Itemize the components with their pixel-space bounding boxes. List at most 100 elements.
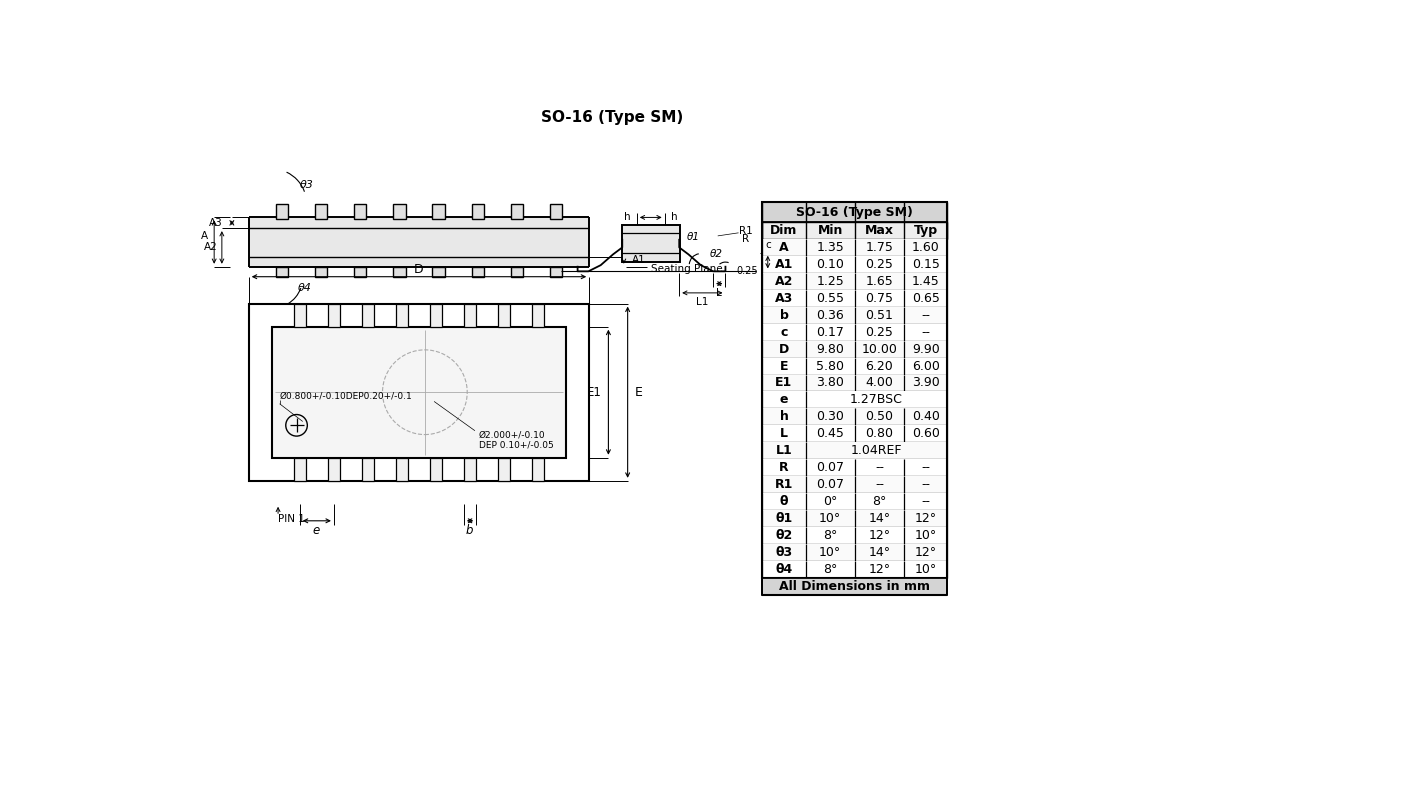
Bar (763, 358, 947, 374)
Text: 10°: 10° (819, 512, 841, 525)
Text: θ3: θ3 (775, 546, 792, 559)
Text: 5.80: 5.80 (816, 360, 843, 373)
Bar (511, 203, 523, 219)
Text: A2: A2 (204, 243, 219, 252)
Text: PIN 1: PIN 1 (278, 514, 305, 524)
Text: θ: θ (780, 495, 788, 508)
Text: 8°: 8° (872, 495, 886, 508)
Text: 0.60: 0.60 (912, 427, 940, 440)
Bar (550, 267, 562, 278)
Text: 9.80: 9.80 (816, 342, 843, 356)
Bar (763, 425, 947, 442)
Text: 1.35: 1.35 (816, 241, 843, 254)
Bar (763, 273, 947, 290)
Bar (763, 409, 947, 425)
Text: Min: Min (818, 224, 843, 237)
Bar (354, 267, 366, 278)
Text: A3: A3 (209, 218, 223, 227)
Bar (763, 392, 947, 409)
Bar (275, 267, 288, 278)
Text: R1: R1 (740, 227, 753, 236)
Text: All Dimensions in mm: All Dimensions in mm (780, 580, 930, 593)
Text: 0.07: 0.07 (816, 461, 843, 474)
Bar (362, 458, 373, 480)
Text: θ1: θ1 (687, 232, 700, 243)
Bar (248, 217, 589, 267)
Bar (430, 304, 442, 326)
Text: A: A (780, 241, 788, 254)
Text: 0.51: 0.51 (866, 309, 893, 322)
Bar (763, 341, 947, 358)
Bar (354, 203, 366, 219)
Bar (763, 374, 947, 392)
Bar (763, 222, 947, 239)
Text: R: R (743, 234, 750, 244)
Text: --: -- (922, 478, 930, 491)
Bar (294, 458, 305, 480)
Text: θ3: θ3 (300, 180, 314, 190)
Bar (271, 326, 567, 458)
Text: Dim: Dim (770, 224, 798, 237)
Bar (763, 544, 947, 561)
Bar (464, 458, 476, 480)
Text: A1: A1 (632, 255, 645, 265)
Text: b: b (466, 524, 473, 537)
Text: --: -- (875, 478, 883, 491)
Text: --: -- (922, 326, 930, 338)
Text: 10°: 10° (914, 563, 937, 576)
Text: θ4: θ4 (775, 563, 792, 576)
Text: 12°: 12° (914, 546, 937, 559)
Text: 0.07: 0.07 (816, 478, 843, 491)
Text: A2: A2 (775, 275, 794, 288)
Text: 0.17: 0.17 (816, 326, 843, 338)
Text: Ø2.000+/-0.10: Ø2.000+/-0.10 (479, 430, 545, 439)
Text: c: c (765, 240, 771, 250)
Text: 4.00: 4.00 (866, 377, 893, 389)
Bar (328, 458, 339, 480)
Bar (763, 459, 947, 476)
Text: 10.00: 10.00 (862, 342, 897, 356)
Text: 12°: 12° (914, 512, 937, 525)
Text: e: e (312, 524, 320, 537)
Text: e: e (780, 393, 788, 406)
Text: 0.25: 0.25 (866, 326, 893, 338)
Text: 0.36: 0.36 (816, 309, 843, 322)
Text: c: c (780, 326, 788, 338)
Text: 0.55: 0.55 (816, 292, 843, 305)
Text: --: -- (922, 461, 930, 474)
Text: L1: L1 (696, 297, 709, 307)
Bar (763, 527, 947, 544)
Text: 10°: 10° (819, 546, 841, 559)
Text: L: L (717, 288, 723, 298)
Text: E: E (780, 360, 788, 373)
Bar (763, 476, 947, 493)
Bar (763, 561, 947, 578)
Text: 1.04REF: 1.04REF (851, 444, 902, 457)
Text: DEP 0.10+/-0.05: DEP 0.10+/-0.05 (479, 440, 554, 449)
Text: 6.20: 6.20 (866, 360, 893, 373)
Text: h: h (625, 212, 630, 223)
Text: L: L (780, 427, 788, 440)
Text: --: -- (922, 495, 930, 508)
Bar (622, 225, 680, 262)
Bar (763, 510, 947, 527)
Text: h: h (780, 410, 788, 424)
Text: Max: Max (865, 224, 895, 237)
Text: A: A (200, 231, 207, 241)
Text: L1: L1 (775, 444, 792, 457)
Text: E: E (635, 385, 642, 399)
Text: 10°: 10° (914, 529, 937, 542)
Text: 0.75: 0.75 (865, 292, 893, 305)
Text: 8°: 8° (824, 563, 838, 576)
Text: Typ: Typ (913, 224, 937, 237)
Text: b: b (780, 309, 788, 322)
Text: --: -- (922, 309, 930, 322)
Bar (271, 326, 567, 458)
Bar (315, 267, 327, 278)
Text: θ2: θ2 (775, 529, 792, 542)
Bar (763, 256, 947, 273)
Text: R: R (780, 461, 788, 474)
Bar (393, 203, 406, 219)
Text: 3.80: 3.80 (816, 377, 843, 389)
Bar (430, 458, 442, 480)
